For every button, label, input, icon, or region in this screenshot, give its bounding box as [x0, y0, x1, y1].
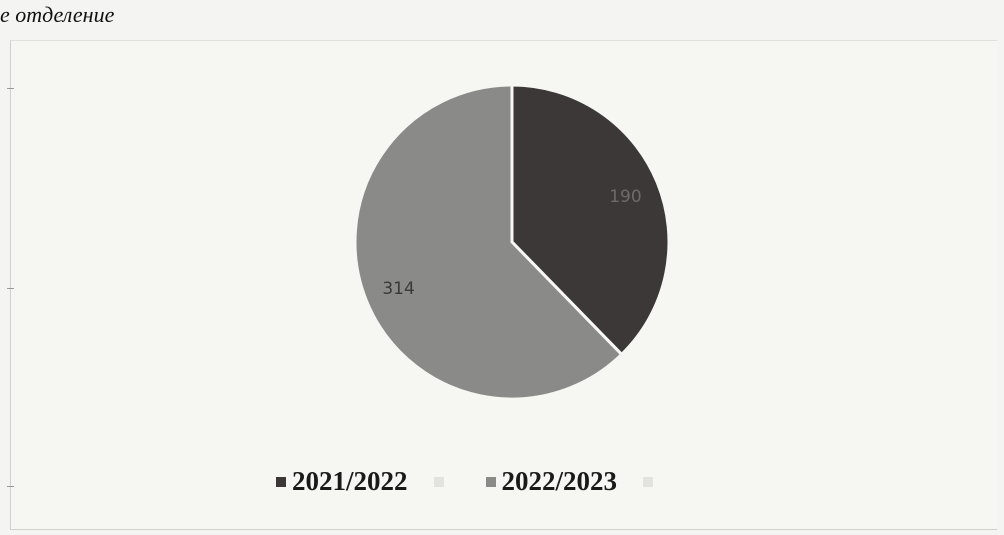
pie-slice-2021-2022: [510, 83, 671, 357]
data-label: 314: [382, 279, 414, 299]
legend: 2021/2022 2022/2023: [276, 466, 695, 497]
legend-swatch-empty: [643, 476, 654, 487]
pie-chart: 190 314: [353, 83, 671, 401]
pie-slice-2022-2023: [353, 83, 624, 401]
legend-item-2022-2023: 2022/2023: [485, 466, 618, 497]
legend-swatch-empty: [433, 476, 444, 487]
axis-tick: [7, 288, 14, 289]
axis-tick: [7, 88, 14, 89]
legend-swatch: [485, 476, 496, 487]
legend-label: 2021/2022: [292, 466, 408, 496]
page-title: е отделение: [0, 2, 115, 27]
legend-label: 2022/2023: [501, 466, 618, 496]
legend-swatch: [276, 476, 286, 487]
data-label: 190: [609, 187, 641, 207]
legend-item-2021-2022: 2021/2022: [276, 466, 408, 497]
chart-area: 190 314 2021/2022 2022/2023: [7, 40, 997, 530]
axis-tick: [7, 486, 14, 487]
